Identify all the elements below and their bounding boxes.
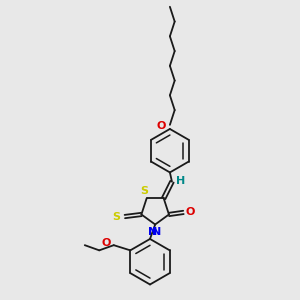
Text: O: O: [186, 207, 195, 218]
Text: N: N: [148, 227, 158, 237]
Text: S: S: [141, 186, 148, 196]
Text: O: O: [157, 121, 166, 131]
Text: N: N: [152, 227, 161, 237]
Text: O: O: [102, 238, 111, 248]
Text: S: S: [112, 212, 121, 221]
Text: H: H: [176, 176, 185, 186]
